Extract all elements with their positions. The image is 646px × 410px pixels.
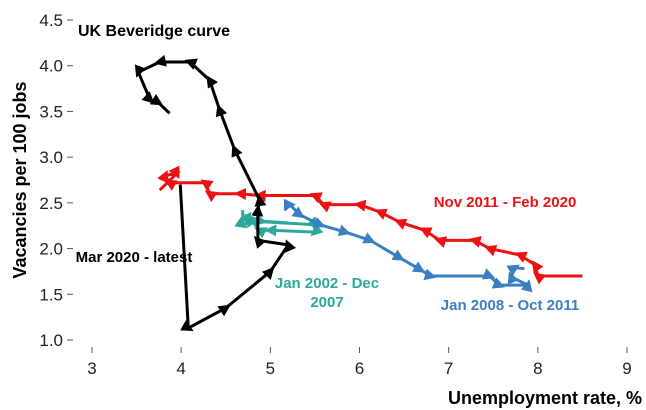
x-tick-label: 3 (87, 359, 96, 378)
series-line (134, 54, 297, 332)
series-line (157, 165, 583, 285)
chart-title: UK Beveridge curve (78, 23, 230, 40)
x-tick-label: 6 (355, 359, 364, 378)
x-axis-label: Unemployment rate, % (448, 388, 642, 408)
y-tick-label: 2.0 (39, 240, 63, 259)
x-tick-label: 4 (176, 359, 185, 378)
x-tick-label: 5 (266, 359, 275, 378)
y-tick-label: 3.0 (39, 148, 63, 167)
y-tick-label: 3.5 (39, 102, 63, 121)
y-axis-label: Vacancies per 100 jobs (10, 81, 30, 278)
series-label: Jan 2002 - Dec 2007 (274, 275, 380, 311)
x-tick-label: 8 (533, 359, 542, 378)
x-tick-label: 7 (444, 359, 453, 378)
y-tick-label: 4.5 (39, 11, 63, 30)
y-tick-label: 2.5 (39, 194, 63, 213)
y-tick-label: 1.5 (39, 285, 63, 304)
series-label: Jan 2008 - Oct 2011 (440, 297, 580, 314)
series-line (234, 210, 324, 239)
series-label: Nov 2011 - Feb 2020 (433, 194, 577, 211)
y-tick-label: 4.0 (39, 57, 63, 76)
series-label: Mar 2020 - latest (75, 249, 193, 266)
y-tick-label: 1.0 (39, 331, 63, 350)
x-tick-label: 9 (622, 359, 631, 378)
